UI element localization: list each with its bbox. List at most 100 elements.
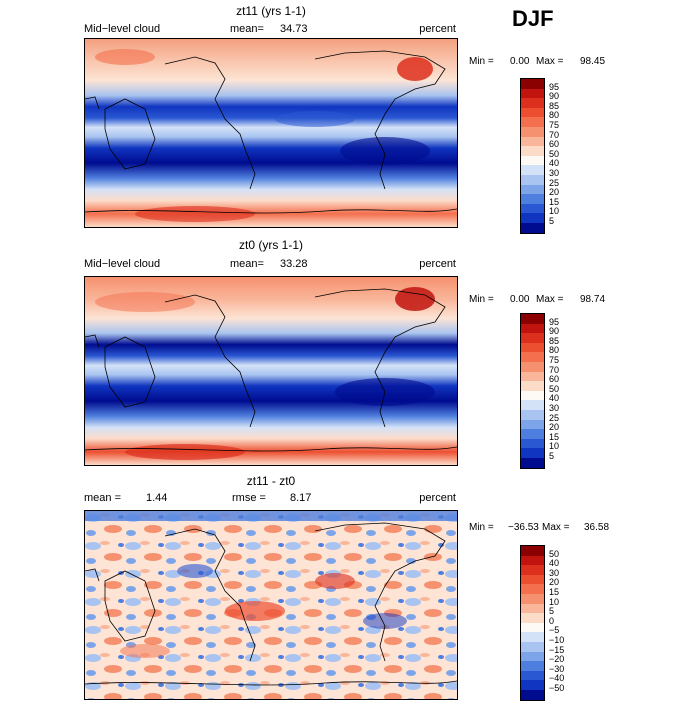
colorbar-segment (521, 641, 544, 652)
min-label: Min = (469, 522, 494, 533)
colorbar-segment (521, 203, 544, 214)
colorbar-segment (521, 622, 544, 633)
rmse-label: rmse = (232, 492, 266, 504)
colorbar-tick-label: 50 (549, 548, 560, 559)
variable-label: Mid−level cloud (84, 23, 161, 35)
colorbar-tick-label: 50 (549, 383, 560, 394)
panel-title: zt0 (yrs 1-1) (238, 238, 303, 252)
rmse-value: 8.17 (290, 492, 312, 504)
colorbar-tick-label: 70 (549, 129, 560, 140)
colorbar-segment (521, 371, 544, 382)
colorbar-segment (521, 165, 544, 175)
colorbar-tick-label: 95 (549, 81, 560, 92)
colorbar-segment (521, 409, 544, 420)
colorbar-segment (521, 429, 544, 439)
colorbar-segment (521, 593, 544, 604)
mean-value: 1.44 (146, 492, 168, 504)
colorbar-segment (521, 689, 544, 700)
colorbar-tick-label: 15 (549, 587, 560, 597)
colorbar-difference (520, 545, 545, 701)
colorbar-segment (521, 651, 544, 662)
colorbar-tick-label: 30 (549, 403, 560, 413)
colorbar-tick-label: 85 (549, 100, 560, 111)
colorbar-segment (521, 613, 544, 623)
panel-title: zt11 (yrs 1-1) (236, 4, 306, 18)
colorbar-segment (521, 361, 544, 372)
colorbar-segment (521, 126, 544, 137)
colorbar-segment (521, 213, 544, 223)
colorbar-segment (521, 333, 544, 343)
colorbar-tick-label: 20 (549, 187, 560, 198)
colorbar-tick-label: 80 (549, 345, 560, 356)
colorbar-tick-label: 70 (549, 364, 560, 375)
colorbar-tick-label: 85 (549, 335, 560, 346)
max-label: Max = (536, 56, 564, 67)
mean-label: mean = (84, 492, 121, 504)
colorbar-segment (521, 448, 544, 458)
season-label: DJF (512, 6, 554, 31)
colorbar-segment (521, 136, 544, 147)
colorbar-tick-label: 25 (549, 177, 560, 188)
colorbar-segment (521, 174, 544, 185)
colorbar-segment (521, 352, 544, 362)
units-label: percent (419, 258, 456, 270)
mean-label: mean= (230, 258, 264, 270)
cloud-map-zt11 (84, 38, 458, 228)
colorbar-segment (521, 546, 544, 556)
colorbar-tick-label: 50 (549, 148, 560, 159)
colorbar-tick-label: 15 (549, 431, 560, 442)
colorbar-tick-label: 40 (549, 393, 560, 404)
max-value: 98.45 (580, 56, 606, 67)
colorbar-tick-label: −30 (549, 663, 565, 674)
colorbar-tick-label: −5 (549, 625, 560, 636)
colorbar-segment (521, 323, 544, 334)
colorbar-segment (521, 661, 544, 671)
colorbar-segment (521, 342, 544, 353)
colorbar-segment (521, 184, 544, 195)
min-label: Min = (469, 294, 494, 305)
colorbar-segment (521, 680, 544, 690)
colorbar-segment (521, 155, 544, 166)
colorbar-tick-label: −40 (549, 673, 565, 684)
colorbar-segment (521, 107, 544, 118)
max-label: Max = (536, 294, 564, 305)
min-value: −36.53 (508, 522, 539, 533)
colorbar-tick-label: 10 (549, 441, 560, 452)
colorbar-segment (521, 222, 544, 233)
colorbar-tick-label: 40 (549, 558, 560, 569)
colorbar-segment (521, 438, 544, 449)
colorbar-tick-label: −20 (549, 654, 565, 665)
colorbar-tick-label: 80 (549, 110, 560, 121)
colorbar-segment (521, 390, 544, 401)
colorbar-segment (521, 632, 544, 642)
colorbar-tick-label: 5 (549, 451, 555, 461)
colorbar-tick-label: 10 (549, 206, 560, 217)
colorbar-segment (521, 400, 544, 410)
units-label: percent (419, 492, 456, 504)
colorbar-segment (521, 381, 544, 391)
colorbar-tick-label: 0 (549, 615, 555, 626)
colorbar-tick-label: 20 (549, 577, 560, 588)
colorbar-tick-label: 20 (549, 422, 560, 433)
colorbar-tick-label: 75 (549, 355, 560, 365)
min-value: 0.00 (510, 294, 530, 305)
max-value: 98.74 (580, 294, 606, 305)
colorbar-segment (521, 555, 544, 566)
colorbar-tick-label: 90 (549, 326, 560, 337)
colorbar-zt11 (520, 78, 545, 234)
colorbar-tick-label: 60 (549, 374, 560, 385)
colorbar-segment (521, 565, 544, 575)
colorbar-tick-label: 30 (549, 168, 560, 178)
min-label: Min = (469, 56, 494, 67)
colorbar-segment (521, 457, 544, 468)
colorbar-tick-label: 5 (549, 216, 555, 226)
colorbar-tick-label: 25 (549, 412, 560, 423)
colorbar-segment (521, 117, 544, 127)
cloud-map-zt0 (84, 276, 458, 466)
colorbar-tick-label: 75 (549, 120, 560, 130)
colorbar-tick-label: 90 (549, 91, 560, 102)
colorbar-tick-label: −15 (549, 644, 565, 655)
colorbar-segment (521, 194, 544, 204)
mean-value: 33.28 (280, 258, 308, 270)
max-value: 36.58 (584, 522, 610, 533)
